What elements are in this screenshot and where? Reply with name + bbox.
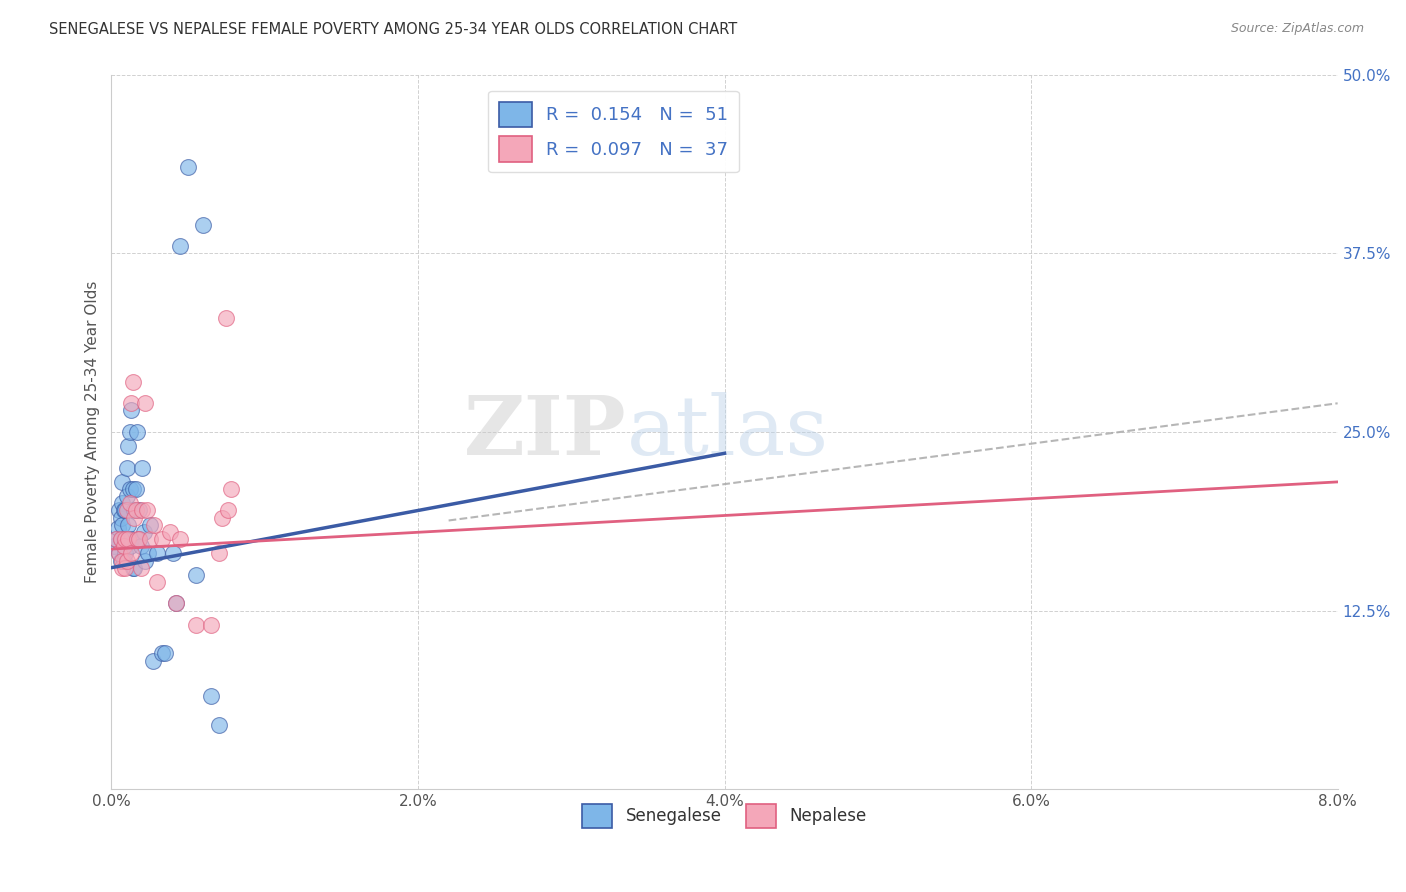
Point [110,532,132,546]
Point [200,617,222,632]
Point [111,517,134,532]
Text: atlas: atlas [627,392,828,472]
Point [138,532,160,546]
Point [111,553,134,567]
Point [111,475,134,489]
Point [177,161,200,175]
Point [127,532,149,546]
Point [125,482,148,496]
Point [215,310,238,325]
Point [110,510,132,524]
Point [111,496,134,510]
Point [219,482,242,496]
Point [131,460,153,475]
Point [117,532,139,546]
Text: ZIP: ZIP [464,392,627,472]
Point [110,532,132,546]
Point [125,503,148,517]
Point [117,517,139,532]
Point [120,403,142,417]
Point [111,560,134,574]
Point [114,546,136,560]
Point [103,539,125,553]
Text: SENEGALESE VS NEPALESE FEMALE POVERTY AMONG 25-34 YEAR OLDS CORRELATION CHART: SENEGALESE VS NEPALESE FEMALE POVERTY AM… [49,22,738,37]
Point [134,396,156,410]
Point [115,553,138,567]
Point [110,553,132,567]
Point [115,489,138,503]
Point [146,574,169,589]
Point [127,425,149,439]
Point [108,546,131,560]
Point [124,503,146,517]
Point [150,532,173,546]
Point [193,218,215,232]
Point [159,524,181,539]
Point [108,503,131,517]
Point [115,460,138,475]
Point [146,546,169,560]
Point [165,596,187,610]
Point [122,482,145,496]
Point [112,532,135,546]
Point [112,553,135,567]
Point [114,560,136,574]
Point [208,718,231,732]
Point [143,517,166,532]
Point [200,690,222,704]
Point [169,239,191,253]
Point [208,546,231,560]
Point [162,546,184,560]
Point [108,546,131,560]
Point [138,517,160,532]
Point [122,375,145,389]
Point [134,553,156,567]
Point [117,439,139,453]
Point [150,647,173,661]
Point [132,524,155,539]
Point [129,560,152,574]
Point [114,532,136,546]
Point [124,560,146,574]
Point [112,503,135,517]
Point [129,539,152,553]
Point [114,503,136,517]
Point [112,539,135,553]
Point [118,482,141,496]
Point [118,539,141,553]
Point [128,532,150,546]
Point [136,546,159,560]
Point [169,532,191,546]
Point [165,596,187,610]
Point [107,521,129,535]
Point [105,532,128,546]
Point [184,617,207,632]
Point [135,503,157,517]
Point [131,503,153,517]
Point [120,396,142,410]
Point [184,567,207,582]
Point [122,560,145,574]
Point [128,503,150,517]
Point [118,425,141,439]
Point [142,654,165,668]
Point [211,510,233,524]
Point [128,532,150,546]
Legend: Senegalese, Nepalese: Senegalese, Nepalese [575,797,873,835]
Point [120,532,142,546]
Point [153,647,176,661]
Y-axis label: Female Poverty Among 25-34 Year Olds: Female Poverty Among 25-34 Year Olds [86,281,100,583]
Point [118,496,141,510]
Point [217,503,239,517]
Point [105,532,128,546]
Point [124,510,146,524]
Point [115,503,138,517]
Point [120,546,142,560]
Text: Source: ZipAtlas.com: Source: ZipAtlas.com [1230,22,1364,36]
